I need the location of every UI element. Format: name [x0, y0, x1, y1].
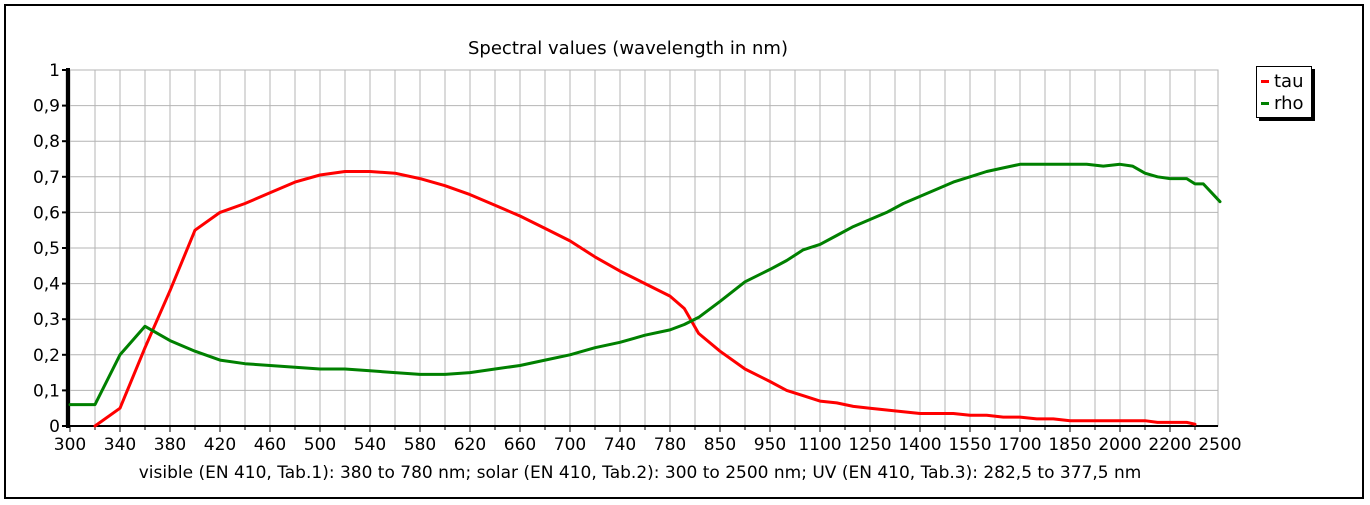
x-tick-label: 500 [304, 435, 336, 455]
y-tick-label: 0 [49, 417, 60, 437]
x-tick-label: 780 [654, 435, 686, 455]
x-tick-label: 580 [404, 435, 436, 455]
series-line-rho [68, 162, 1222, 407]
grid [65, 69, 1219, 427]
legend-item-tau: tau [1261, 70, 1307, 92]
y-tick-label: 0,3 [33, 310, 60, 330]
x-tick-label: 2200 [1148, 435, 1191, 455]
legend-label-rho: rho [1274, 92, 1304, 114]
x-tick-label: 380 [154, 435, 186, 455]
x-tick-label: 850 [704, 435, 736, 455]
x-tick-label: 1400 [898, 435, 941, 455]
x-tick-label: 660 [504, 435, 536, 455]
x-tick-label: 700 [554, 435, 586, 455]
x-tick-label: 1700 [998, 435, 1041, 455]
legend-swatch-tau [1261, 79, 1269, 83]
x-tick-label: 620 [454, 435, 486, 455]
chart-title: Spectral values (wavelength in nm) [468, 38, 788, 59]
chart-legend: tau rho [1256, 66, 1312, 118]
x-tick-label: 420 [204, 435, 236, 455]
x-tick-label: 460 [254, 435, 286, 455]
y-tick-label: 0,5 [33, 239, 60, 259]
x-tick-label: 2500 [1198, 435, 1241, 455]
x-tick-label: 1250 [848, 435, 891, 455]
x-tick-label: 2000 [1098, 435, 1141, 455]
legend-swatch-rho [1261, 101, 1269, 105]
y-tick-label: 0,1 [33, 381, 60, 401]
x-tick-label: 1850 [1048, 435, 1091, 455]
x-tick-label: 950 [754, 435, 786, 455]
series [68, 162, 1222, 428]
x-tick-label: 300 [54, 435, 86, 455]
y-tick-label: 0,9 [33, 97, 60, 117]
x-tick-label: 740 [604, 435, 636, 455]
legend-item-rho: rho [1261, 92, 1307, 114]
legend-label-tau: tau [1274, 70, 1304, 92]
y-tick-label: 0,6 [33, 203, 60, 223]
axes: 0 0,1 0,2 0,3 0,4 0,5 0,6 0,7 0,8 0,9 1 300 340 380 42… [33, 61, 1242, 455]
y-tick-label: 0,2 [33, 346, 60, 366]
y-tick-label: 0,7 [33, 168, 60, 188]
y-tick-label: 0,8 [33, 132, 60, 152]
x-tick-label: 1100 [798, 435, 841, 455]
series-line-tau [93, 170, 1197, 428]
y-tick-label: 1 [49, 61, 60, 81]
y-tick-label: 0,4 [33, 275, 60, 295]
x-tick-label: 1550 [948, 435, 991, 455]
chart-footnote: visible (EN 410, Tab.1): 380 to 780 nm; … [139, 463, 1142, 483]
x-tick-label: 540 [354, 435, 386, 455]
x-tick-label: 340 [104, 435, 136, 455]
